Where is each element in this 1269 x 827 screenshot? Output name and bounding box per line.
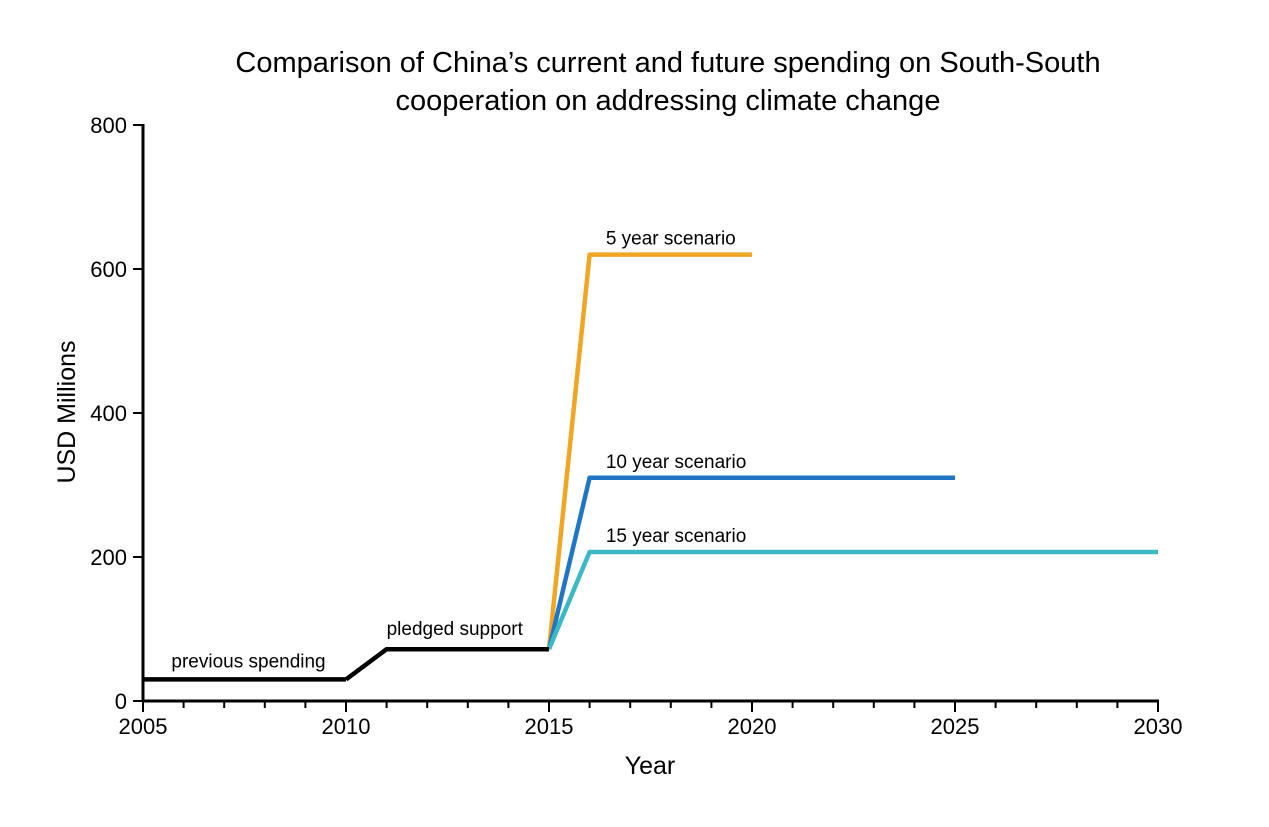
y-tick-label: 0 bbox=[115, 689, 127, 714]
annotations: previous spending pledged support 5 year s… bbox=[171, 229, 746, 673]
y-tick-label: 800 bbox=[90, 113, 127, 138]
x-tick-label: 2010 bbox=[322, 714, 371, 739]
x-axis-title: Year bbox=[625, 752, 676, 780]
x-tick-label: 2020 bbox=[728, 714, 777, 739]
axes bbox=[133, 124, 1159, 712]
x-tick-label: 2030 bbox=[1134, 714, 1183, 739]
chart-title-line-1: Comparison of China’s current and future… bbox=[235, 47, 1100, 79]
x-tick-label: 2005 bbox=[119, 714, 168, 739]
series-annotation-4: 15 year scenario bbox=[606, 526, 746, 547]
series-line-3 bbox=[546, 475, 955, 650]
chart-title: Comparison of China’s current and future… bbox=[235, 47, 1100, 117]
series-line-2 bbox=[546, 252, 752, 650]
series-annotation-0: previous spending bbox=[171, 651, 325, 672]
series-annotation-1: pledged support bbox=[387, 619, 524, 640]
tick-labels: 2005 2010 2015 2020 2025 2030 0 200 400 600 800 bbox=[90, 113, 1182, 739]
x-tick-label: 2025 bbox=[931, 714, 980, 739]
series-line-4 bbox=[546, 549, 1158, 651]
y-axis-title: USD Millions bbox=[53, 340, 81, 483]
series-annotation-3: 10 year scenario bbox=[606, 452, 746, 473]
x-tick-label: 2015 bbox=[525, 714, 574, 739]
y-tick-label: 400 bbox=[90, 401, 127, 426]
y-tick-label: 600 bbox=[90, 257, 127, 282]
series-line-1 bbox=[344, 646, 549, 682]
chart-title-line-2: cooperation on addressing climate change bbox=[396, 85, 941, 117]
series-layer bbox=[143, 252, 1158, 682]
y-tick-label: 200 bbox=[90, 545, 127, 570]
series-annotation-2: 5 year scenario bbox=[606, 229, 736, 250]
